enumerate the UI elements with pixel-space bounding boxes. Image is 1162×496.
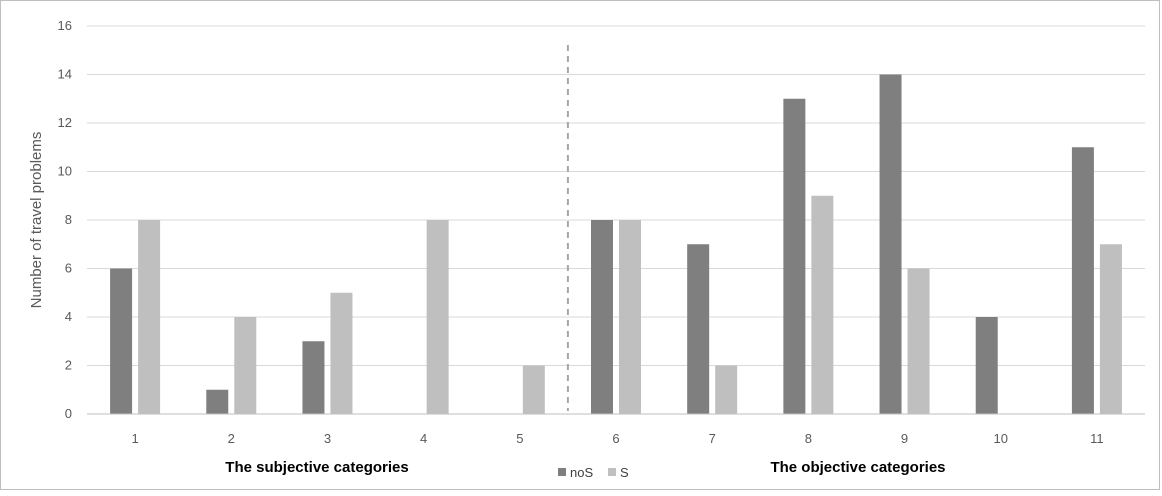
x-tick-label: 7 — [709, 431, 716, 446]
group-label-objective: The objective categories — [770, 459, 945, 476]
y-tick-labels: 0 2 4 6 8 10 12 14 16 — [58, 18, 72, 421]
bar-s-7 — [715, 365, 738, 414]
y-tick-label: 2 — [65, 358, 72, 373]
bars — [110, 74, 1122, 414]
bar-s-2 — [234, 317, 257, 414]
x-tick-label: 1 — [131, 431, 138, 446]
gridlines — [87, 25, 1145, 366]
bar-nos-3 — [302, 341, 325, 414]
y-axis-title: Number of travel problems — [28, 132, 45, 309]
x-tick-label: 4 — [420, 431, 427, 446]
bar-s-5 — [522, 365, 545, 414]
x-tick-label: 2 — [228, 431, 235, 446]
x-tick-label: 9 — [901, 431, 908, 446]
x-tick-label: 6 — [612, 431, 619, 446]
y-tick-label: 4 — [65, 309, 72, 324]
x-tick-label: 10 — [993, 431, 1007, 446]
y-tick-label: 0 — [65, 406, 72, 421]
bar-s-6 — [619, 220, 641, 414]
bar-nos-6 — [591, 220, 613, 414]
bar-nos-9 — [879, 74, 902, 414]
bar-nos-1 — [110, 268, 133, 414]
x-tick-label: 3 — [324, 431, 331, 446]
bar-s-3 — [330, 292, 353, 414]
bar-nos-8 — [783, 98, 806, 414]
bar-s-1 — [138, 220, 161, 414]
legend-label-s: S — [620, 465, 629, 480]
x-tick-label: 5 — [516, 431, 523, 446]
x-tick-label: 11 — [1090, 431, 1104, 446]
y-tick-label: 16 — [58, 18, 72, 33]
y-tick-label: 14 — [58, 67, 72, 82]
bar-s-11 — [1099, 244, 1122, 414]
legend-label-nos: noS — [570, 465, 593, 480]
bar-nos-10 — [975, 317, 998, 414]
bar-s-9 — [907, 268, 930, 414]
legend-swatch-s — [608, 468, 616, 476]
legend: noS S — [558, 465, 629, 480]
bar-nos-2 — [206, 389, 229, 414]
bar-nos-11 — [1071, 147, 1094, 414]
y-tick-label: 8 — [65, 212, 72, 227]
bar-s-8 — [811, 195, 834, 414]
x-tick-label: 8 — [805, 431, 812, 446]
bar-nos-7 — [687, 244, 710, 414]
x-tick-labels: 1 2 3 4 5 6 7 8 9 10 11 — [131, 431, 1103, 446]
group-label-subjective: The subjective categories — [225, 459, 408, 476]
y-tick-label: 6 — [65, 261, 72, 276]
bar-s-4 — [426, 220, 449, 414]
y-tick-label: 10 — [58, 164, 72, 179]
legend-swatch-nos — [558, 468, 566, 476]
y-tick-label: 12 — [58, 115, 72, 130]
